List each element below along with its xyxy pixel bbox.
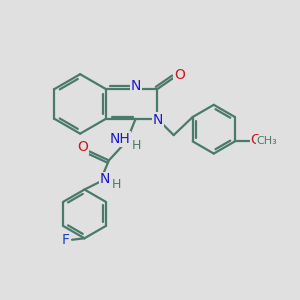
Text: H: H bbox=[131, 139, 141, 152]
Text: O: O bbox=[250, 133, 261, 147]
Text: N: N bbox=[131, 79, 141, 92]
Text: N: N bbox=[100, 172, 110, 186]
Text: H: H bbox=[112, 178, 121, 191]
Text: O: O bbox=[78, 140, 88, 154]
Text: N: N bbox=[153, 113, 163, 127]
Text: F: F bbox=[62, 233, 70, 248]
Text: CH₃: CH₃ bbox=[256, 136, 277, 146]
Text: O: O bbox=[174, 68, 185, 82]
Text: NH: NH bbox=[110, 132, 130, 146]
